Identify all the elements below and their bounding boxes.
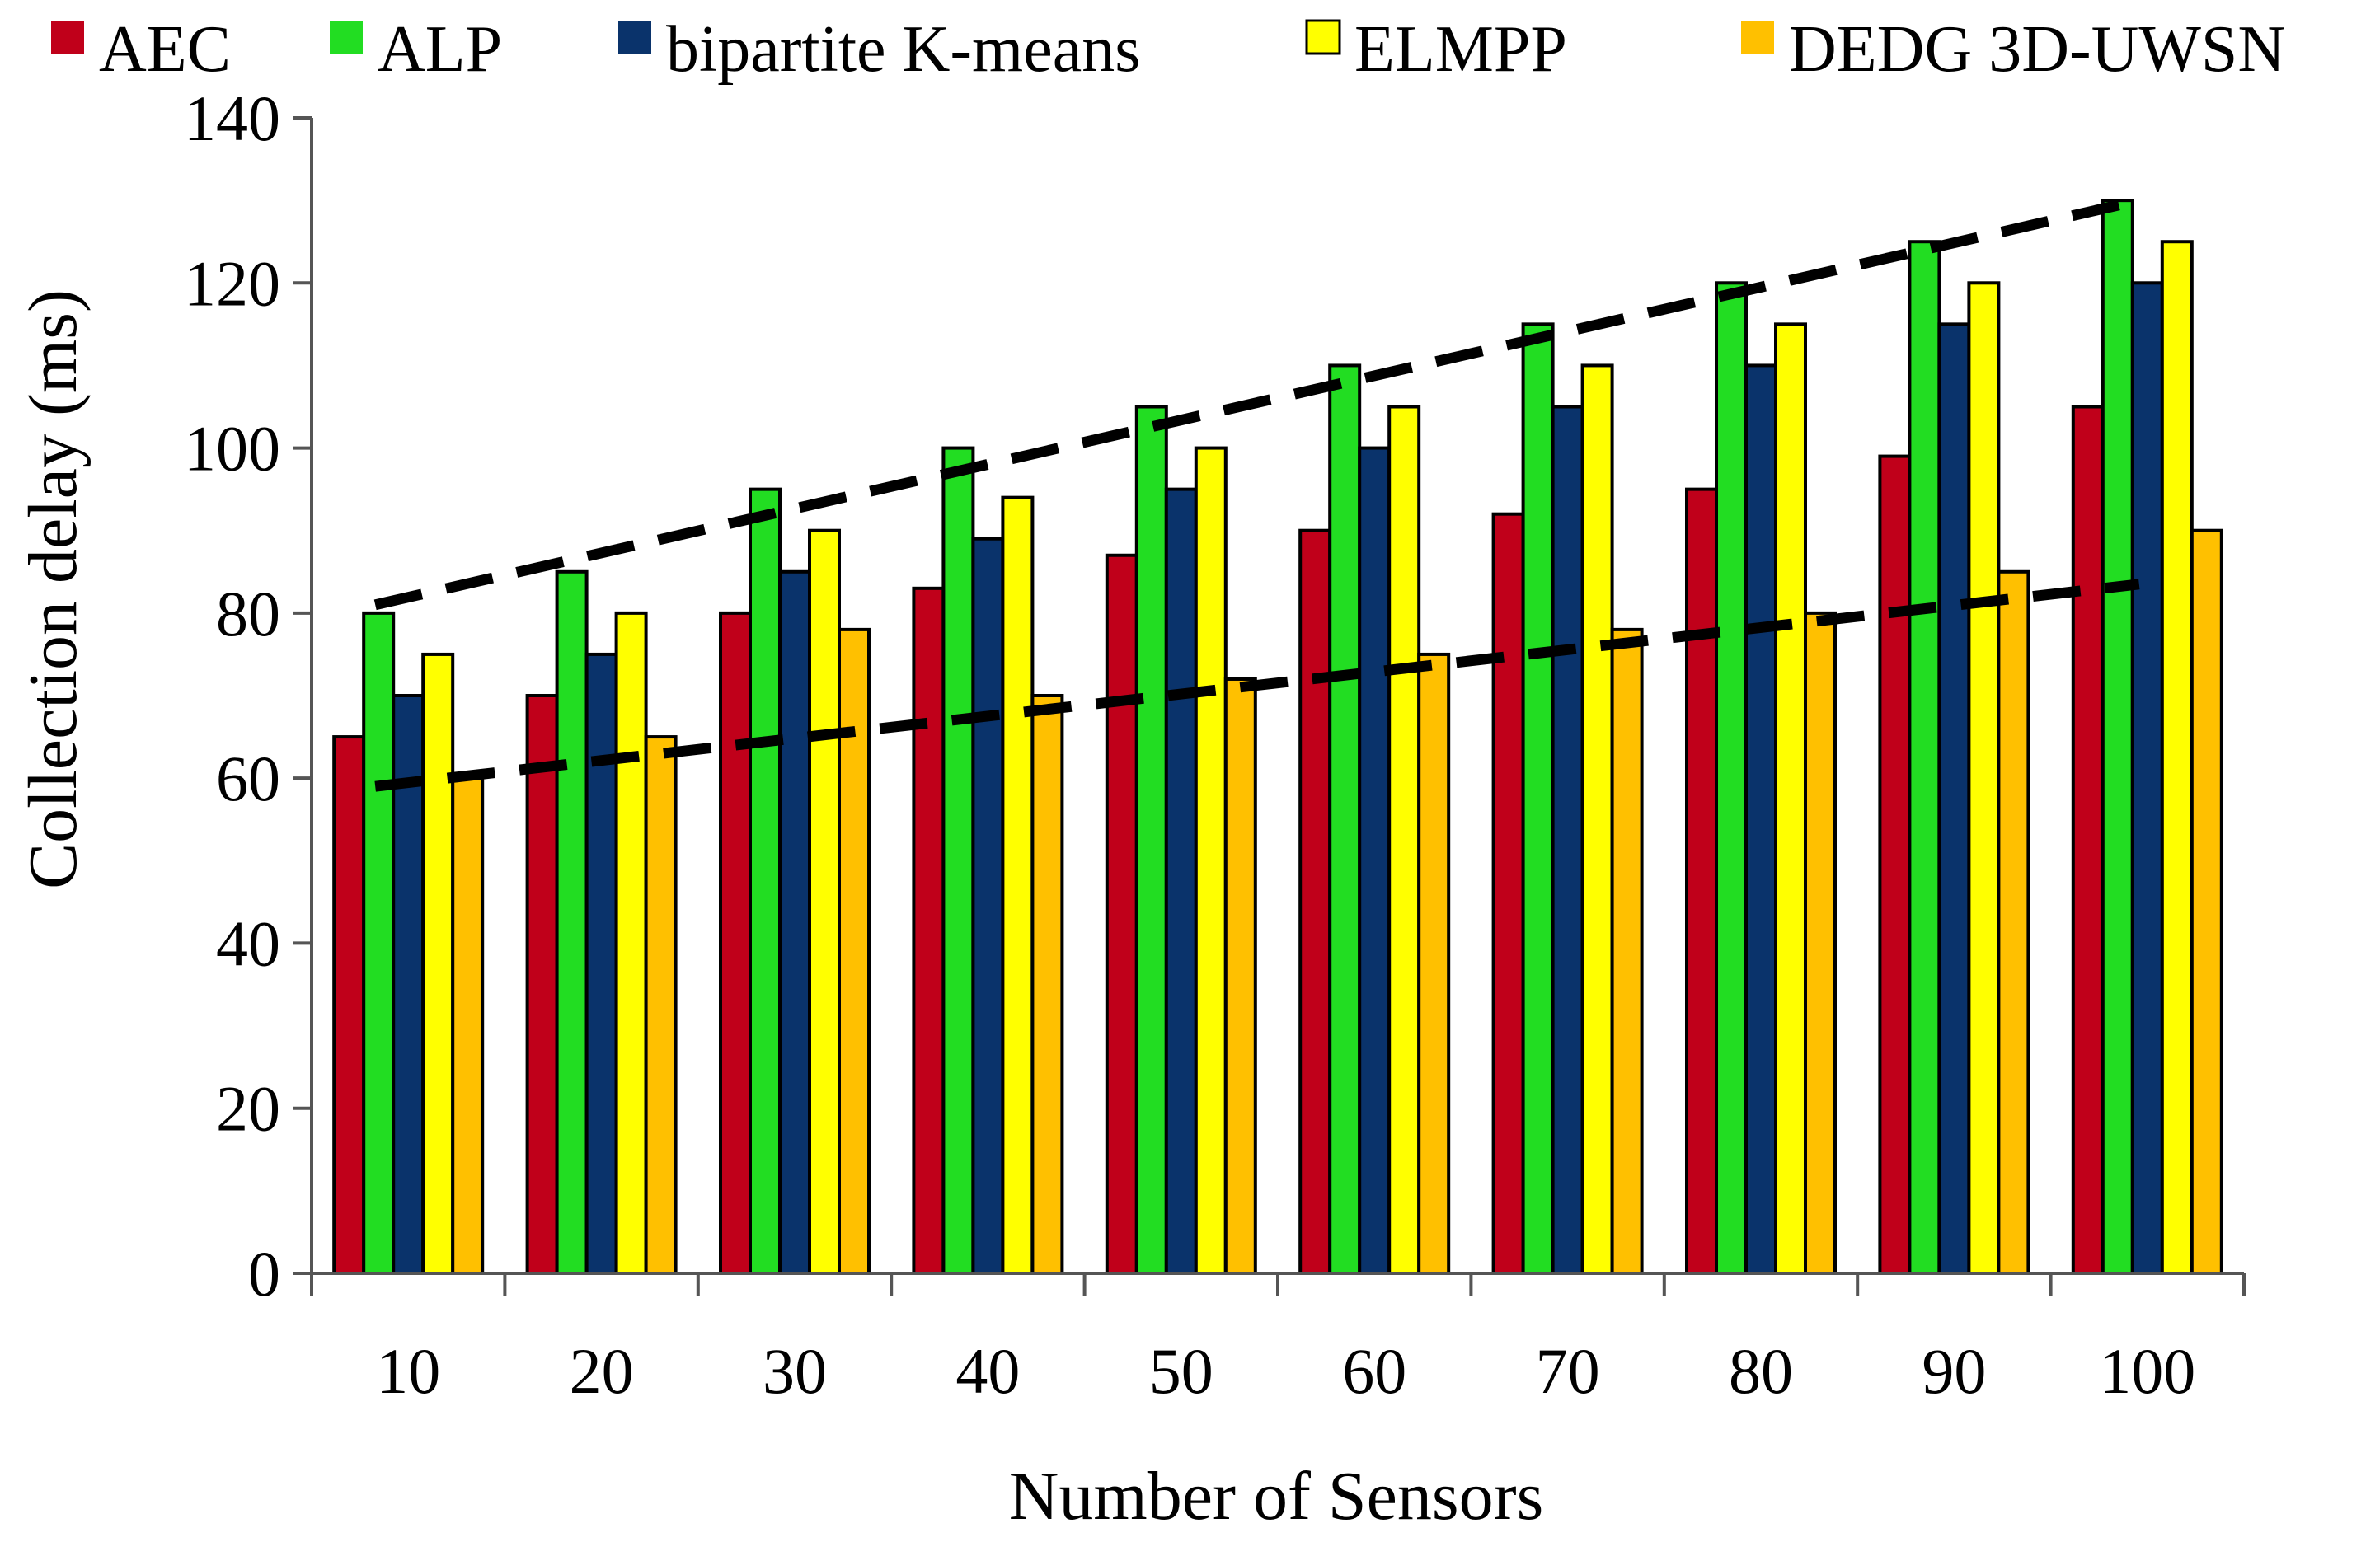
legend-swatch-dedg-3d-uwsn bbox=[1741, 21, 1774, 54]
x-axis-title: Number of Sensors bbox=[1009, 1458, 1544, 1535]
legend-label-alp: ALP bbox=[378, 13, 502, 86]
bar-bipartite-k-means-20 bbox=[584, 652, 618, 1275]
bar-bipartite-k-means-50 bbox=[1164, 487, 1198, 1275]
x-tick-label-30: 30 bbox=[763, 1335, 827, 1407]
bar-aec-100 bbox=[2071, 405, 2105, 1275]
trend-lines bbox=[373, 195, 2141, 792]
bar-alp-90 bbox=[1908, 240, 1941, 1276]
bar-alp-100 bbox=[2101, 199, 2134, 1276]
bars bbox=[332, 199, 2223, 1276]
axes: 0 20 40 60 80 100 120 140 10 20 30 40 50 60 70 80 90 100 bbox=[184, 82, 2246, 1407]
bar-alp-40 bbox=[941, 446, 975, 1275]
bar-dedg-3d-uwsn-60 bbox=[1417, 652, 1451, 1275]
bar-dedg-3d-uwsn-100 bbox=[2190, 528, 2223, 1275]
bar-bipartite-k-means-70 bbox=[1551, 405, 1584, 1275]
legend-swatch-aec bbox=[51, 21, 84, 54]
bar-aec-10 bbox=[332, 735, 366, 1275]
bar-dedg-3d-uwsn-10 bbox=[451, 776, 485, 1275]
bar-elmpp-90 bbox=[1967, 281, 2001, 1275]
x-tick-label-10: 10 bbox=[376, 1335, 440, 1407]
bar-bipartite-k-means-100 bbox=[2130, 281, 2164, 1275]
upper-trend-line bbox=[373, 195, 2141, 611]
bar-dedg-3d-uwsn-70 bbox=[1610, 627, 1644, 1275]
bar-bipartite-k-means-90 bbox=[1937, 322, 1971, 1275]
x-tick-label-80: 80 bbox=[1729, 1335, 1793, 1407]
bar-dedg-3d-uwsn-50 bbox=[1223, 677, 1257, 1275]
bar-dedg-3d-uwsn-20 bbox=[644, 735, 678, 1275]
bar-dedg-3d-uwsn-80 bbox=[1804, 611, 1837, 1275]
legend-label-dedg-3d-uwsn: DEDG 3D-UWSN bbox=[1789, 13, 2285, 86]
bar-alp-10 bbox=[362, 611, 396, 1275]
x-tick-label-70: 70 bbox=[1536, 1335, 1600, 1407]
y-tick-label-140: 140 bbox=[184, 82, 280, 154]
x-tick-label-100: 100 bbox=[2099, 1335, 2195, 1407]
bar-aec-90 bbox=[1878, 454, 1912, 1275]
legend-swatch-alp bbox=[330, 21, 363, 54]
bar-bipartite-k-means-60 bbox=[1358, 446, 1392, 1275]
x-tick-label-90: 90 bbox=[1922, 1335, 1986, 1407]
legend-label-bipartite-k-means: bipartite K-means bbox=[666, 13, 1140, 86]
legend: AEC ALP bipartite K-means ELMPP DEDG 3D-UWSN bbox=[51, 13, 2285, 86]
legend-swatch-elmpp bbox=[1305, 19, 1341, 55]
x-tick-label-50: 50 bbox=[1149, 1335, 1213, 1407]
bar-aec-50 bbox=[1105, 553, 1138, 1275]
bar-dedg-3d-uwsn-90 bbox=[1997, 569, 2030, 1275]
legend-label-elmpp: ELMPP bbox=[1354, 13, 1567, 86]
y-axis-title: Collection delay (ms) bbox=[15, 289, 92, 889]
bar-bipartite-k-means-30 bbox=[778, 569, 811, 1275]
bar-aec-30 bbox=[719, 611, 752, 1275]
x-tick-label-60: 60 bbox=[1342, 1335, 1406, 1407]
bar-elmpp-80 bbox=[1774, 322, 1807, 1275]
bar-aec-60 bbox=[1298, 528, 1332, 1275]
y-tick-label-0: 0 bbox=[248, 1238, 280, 1310]
legend-swatch-bipartite-k-means bbox=[618, 21, 651, 54]
bar-aec-40 bbox=[912, 586, 946, 1275]
y-tick-label-80: 80 bbox=[216, 578, 280, 649]
bar-bipartite-k-means-40 bbox=[971, 537, 1005, 1275]
bar-elmpp-50 bbox=[1194, 446, 1228, 1275]
bar-elmpp-100 bbox=[2160, 240, 2194, 1276]
bar-aec-70 bbox=[1491, 512, 1525, 1275]
lower-trend-line bbox=[374, 579, 2140, 792]
bar-alp-70 bbox=[1521, 322, 1555, 1275]
x-tick-label-20: 20 bbox=[570, 1335, 634, 1407]
y-tick-label-20: 20 bbox=[216, 1073, 280, 1145]
bar-alp-60 bbox=[1328, 363, 1362, 1275]
bar-elmpp-30 bbox=[808, 528, 841, 1275]
legend-label-aec: AEC bbox=[99, 13, 231, 86]
x-tick-label-40: 40 bbox=[955, 1335, 1020, 1407]
bar-alp-50 bbox=[1134, 405, 1168, 1275]
bar-alp-20 bbox=[555, 569, 589, 1275]
y-tick-label-120: 120 bbox=[184, 247, 280, 319]
bar-elmpp-10 bbox=[421, 652, 455, 1275]
bar-aec-20 bbox=[525, 694, 559, 1275]
y-tick-label-40: 40 bbox=[216, 907, 280, 979]
bar-elmpp-70 bbox=[1580, 363, 1614, 1275]
bar-dedg-3d-uwsn-40 bbox=[1030, 694, 1064, 1275]
bar-alp-80 bbox=[1715, 281, 1748, 1275]
bar-aec-80 bbox=[1685, 487, 1718, 1275]
bar-bipartite-k-means-80 bbox=[1744, 363, 1777, 1275]
y-tick-label-100: 100 bbox=[184, 413, 280, 485]
bar-elmpp-40 bbox=[1001, 495, 1035, 1275]
bar-elmpp-60 bbox=[1387, 405, 1421, 1275]
y-tick-label-60: 60 bbox=[216, 743, 280, 814]
bar-elmpp-20 bbox=[614, 611, 648, 1275]
bar-alp-30 bbox=[749, 487, 782, 1275]
